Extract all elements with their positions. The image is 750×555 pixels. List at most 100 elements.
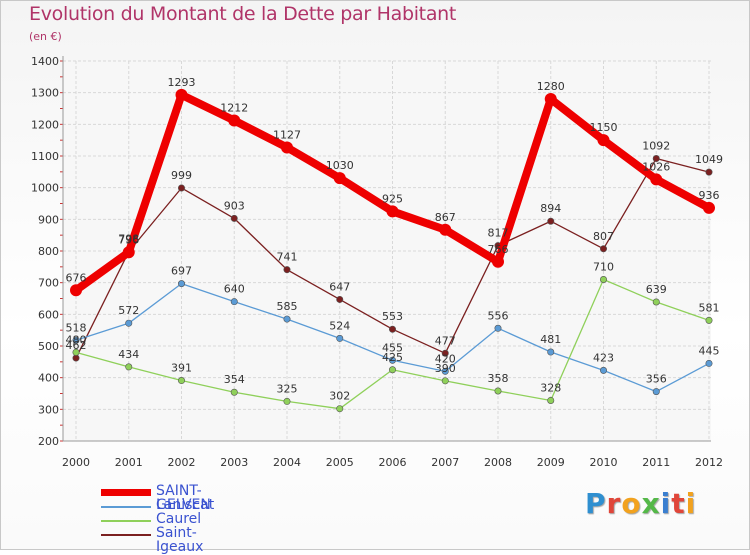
data-point: [544, 93, 557, 105]
data-point: [494, 324, 502, 332]
data-point: [175, 88, 188, 101]
data-label: 999: [171, 169, 192, 182]
data-label: 1049: [695, 153, 723, 166]
data-point: [388, 325, 396, 333]
x-tick-label: 2009: [537, 456, 565, 469]
data-label: 639: [646, 283, 667, 296]
data-point: [336, 295, 344, 303]
x-tick-label: 2011: [642, 456, 670, 469]
data-point: [388, 366, 396, 374]
x-tick-label: 2010: [590, 456, 618, 469]
data-label: 524: [329, 319, 350, 332]
data-point: [388, 356, 396, 364]
data-point: [336, 334, 344, 342]
data-point: [441, 349, 449, 357]
legend-swatch: [101, 520, 151, 522]
data-label: 1030: [326, 159, 354, 172]
data-label: 925: [382, 192, 403, 205]
x-tick-label: 2000: [62, 456, 90, 469]
y-tick-label: 1200: [31, 118, 59, 131]
data-label: 1293: [168, 76, 196, 89]
data-label: 581: [699, 301, 720, 314]
logo-letter: t: [671, 487, 686, 520]
data-label: 1280: [537, 80, 565, 93]
data-label: 1212: [220, 102, 248, 115]
x-tick-label: 2003: [220, 456, 248, 469]
data-label: 817: [488, 227, 509, 240]
data-label: 390: [435, 362, 456, 375]
legend-swatch: [101, 506, 151, 508]
data-label: 423: [593, 351, 614, 364]
y-tick-label: 800: [38, 245, 59, 258]
data-label: 356: [646, 373, 667, 386]
y-tick-label: 900: [38, 213, 59, 226]
data-point: [705, 316, 713, 324]
data-label: 766: [488, 243, 509, 256]
y-tick-label: 1300: [31, 87, 59, 100]
data-label: 455: [382, 341, 403, 354]
data-label: 1127: [273, 128, 301, 141]
logo-letter: P: [585, 487, 607, 520]
data-point: [547, 348, 555, 356]
data-point: [705, 168, 713, 176]
data-label: 798: [118, 233, 139, 246]
data-point: [652, 388, 660, 396]
data-label: 358: [488, 372, 509, 385]
legend-label: Laniscat: [156, 497, 215, 513]
logo-letter: x: [641, 487, 661, 520]
x-tick-label: 2012: [695, 456, 723, 469]
y-tick-label: 700: [38, 277, 59, 290]
data-point: [599, 245, 607, 253]
data-label: 354: [224, 373, 245, 386]
data-point: [650, 173, 663, 186]
y-tick-label: 1100: [31, 150, 59, 163]
data-label: 710: [593, 261, 614, 274]
data-label: 894: [540, 202, 561, 215]
x-tick-label: 2004: [273, 456, 301, 469]
data-point: [228, 114, 241, 127]
data-point: [441, 377, 449, 385]
chart-unit: (en €): [29, 30, 62, 43]
data-point: [178, 280, 186, 288]
y-tick-label: 500: [38, 340, 59, 353]
legend-label: SAINT-GELVEN: [156, 483, 211, 513]
data-label: 325: [277, 382, 298, 395]
data-point: [125, 319, 133, 327]
data-label: 391: [171, 362, 192, 375]
legend-label: Caurel: [156, 511, 202, 527]
data-point: [441, 367, 449, 375]
data-point: [122, 246, 135, 259]
data-label: 572: [118, 304, 139, 317]
data-label: 328: [540, 381, 561, 394]
data-point: [652, 298, 660, 306]
data-point: [230, 388, 238, 396]
data-label: 480: [66, 333, 87, 346]
data-point: [492, 255, 504, 268]
data-label: 697: [171, 265, 192, 278]
data-point: [333, 172, 346, 185]
data-label: 556: [488, 309, 509, 322]
x-tick-label: 2008: [484, 456, 512, 469]
data-point: [494, 387, 502, 395]
x-tick-label: 2005: [326, 456, 354, 469]
data-point: [281, 141, 293, 154]
proxiti-logo: Proxiti: [585, 487, 696, 520]
chart-title: Evolution du Montant de la Dette par Hab…: [29, 3, 457, 25]
data-label: 903: [224, 199, 245, 212]
data-label: 481: [540, 333, 561, 346]
y-tick-label: 200: [38, 435, 59, 448]
data-point: [70, 284, 82, 297]
x-tick-label: 2007: [431, 456, 459, 469]
x-tick-label: 2002: [168, 456, 196, 469]
logo-letter: i: [660, 487, 672, 520]
data-label: 477: [435, 334, 456, 347]
y-tick-label: 400: [38, 372, 59, 385]
data-label: 420: [435, 352, 456, 365]
data-point: [72, 336, 80, 344]
logo-letter: r: [606, 487, 622, 520]
data-point: [386, 205, 399, 218]
y-tick-label: 600: [38, 308, 59, 321]
y-tick-label: 1400: [31, 55, 59, 68]
data-label: 807: [593, 230, 614, 243]
